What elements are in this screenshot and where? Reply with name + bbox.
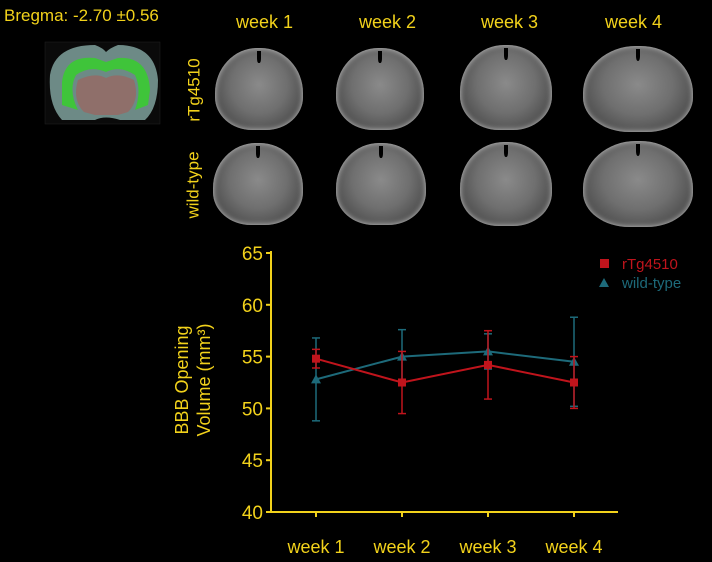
mri-wild-type-week-2 — [336, 143, 426, 225]
mri-rtg4510-week-2 — [336, 48, 424, 130]
column-label-week-3: week 3 — [481, 12, 539, 32]
x-tick-label: week 2 — [372, 537, 430, 557]
data-point-rTg4510 — [312, 354, 320, 363]
mri-wild-type-week-4 — [583, 141, 693, 227]
bregma-label: Bregma: -2.70 ±0.56 — [4, 6, 159, 25]
mri-wild-type-week-1 — [213, 143, 303, 225]
legend-marker-wild-type — [599, 278, 609, 287]
y-tick-label: 40 — [242, 503, 263, 524]
column-label-week-1: week 1 — [236, 12, 294, 32]
mri-wild-type-week-3 — [460, 142, 552, 226]
column-label-week-2: week 2 — [359, 12, 417, 32]
y-tick-label: 50 — [242, 399, 263, 420]
legend-label-wild-type: wild-type — [621, 275, 681, 292]
mri-rtg4510-week-4 — [583, 46, 693, 132]
data-point-rTg4510 — [570, 378, 578, 387]
x-tick-label: week 4 — [544, 537, 602, 557]
x-tick-label: week 3 — [458, 537, 516, 557]
y-tick-label: 45 — [242, 451, 263, 472]
x-tick-label: week 1 — [286, 537, 344, 557]
mri-rtg4510-week-3 — [460, 45, 552, 130]
y-tick-label: 55 — [242, 348, 263, 369]
legend-marker-rTg4510 — [600, 259, 609, 268]
legend-label-rTg4510: rTg4510 — [622, 256, 678, 273]
y-tick-label: 65 — [242, 244, 263, 265]
column-label-week-4: week 4 — [605, 12, 663, 32]
data-point-wild-type — [311, 374, 321, 384]
mri-rtg4510-week-1 — [215, 48, 303, 130]
series-line-rTg4510 — [315, 357, 575, 384]
data-point-rTg4510 — [398, 378, 406, 387]
data-point-rTg4510 — [484, 360, 492, 369]
series-line-wild-type — [315, 350, 575, 381]
y-tick-label: 60 — [242, 296, 263, 317]
